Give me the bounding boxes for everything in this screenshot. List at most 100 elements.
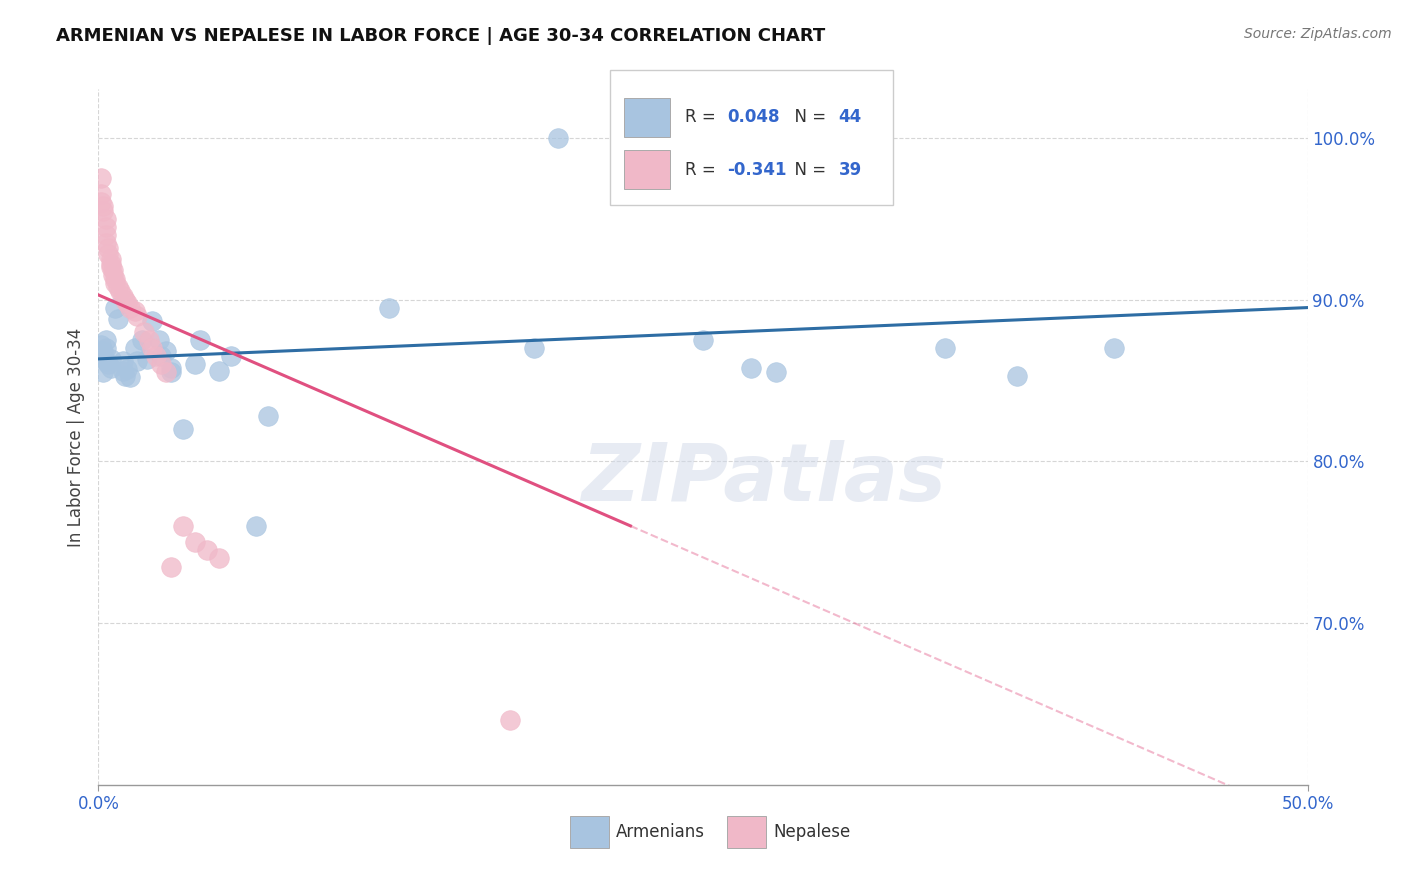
- Text: 39: 39: [838, 161, 862, 178]
- Point: [692, 333, 714, 347]
- Point: [100, 252, 122, 266]
- Point: [94, 219, 117, 234]
- Point: [135, 352, 157, 367]
- Point: [256, 409, 278, 423]
- Point: [104, 271, 127, 285]
- Text: Nepalese: Nepalese: [773, 823, 851, 841]
- Point: [1102, 341, 1125, 355]
- Point: [134, 325, 156, 339]
- Point: [91, 365, 114, 379]
- Point: [172, 422, 194, 436]
- Point: [124, 304, 146, 318]
- Point: [114, 368, 136, 383]
- Point: [208, 551, 231, 566]
- Point: [111, 289, 134, 303]
- FancyBboxPatch shape: [569, 816, 609, 847]
- Point: [104, 301, 127, 315]
- Point: [547, 130, 569, 145]
- Point: [97, 357, 120, 371]
- Point: [107, 312, 129, 326]
- Point: [141, 313, 163, 327]
- Point: [101, 268, 124, 283]
- Point: [94, 341, 117, 355]
- Point: [1007, 368, 1029, 383]
- Point: [160, 365, 183, 379]
- Point: [107, 279, 129, 293]
- Point: [91, 199, 114, 213]
- Point: [117, 295, 139, 310]
- Point: [377, 301, 399, 315]
- Point: [188, 333, 211, 347]
- Text: ZIPatlas: ZIPatlas: [581, 440, 946, 518]
- Text: N =: N =: [785, 109, 831, 127]
- Point: [184, 357, 207, 371]
- Point: [94, 354, 117, 368]
- Point: [150, 357, 173, 371]
- Point: [100, 257, 122, 271]
- Text: ARMENIAN VS NEPALESE IN LABOR FORCE | AGE 30-34 CORRELATION CHART: ARMENIAN VS NEPALESE IN LABOR FORCE | AG…: [56, 27, 825, 45]
- FancyBboxPatch shape: [610, 70, 893, 205]
- Point: [117, 362, 139, 376]
- Point: [118, 301, 141, 315]
- Point: [100, 260, 122, 275]
- Point: [90, 171, 112, 186]
- FancyBboxPatch shape: [624, 151, 671, 189]
- Point: [97, 241, 120, 255]
- Text: N =: N =: [785, 161, 831, 178]
- Point: [94, 333, 117, 347]
- Point: [104, 277, 127, 291]
- Point: [221, 349, 243, 363]
- Point: [765, 365, 787, 379]
- Point: [619, 130, 641, 145]
- Text: 0.048: 0.048: [727, 109, 780, 127]
- Point: [141, 341, 163, 355]
- Point: [124, 341, 146, 355]
- Point: [208, 364, 231, 378]
- Point: [90, 195, 112, 210]
- Text: R =: R =: [685, 161, 721, 178]
- Point: [934, 341, 956, 355]
- Point: [155, 344, 177, 359]
- Point: [94, 211, 117, 226]
- Point: [100, 352, 122, 367]
- Point: [138, 333, 160, 347]
- Point: [111, 354, 134, 368]
- Y-axis label: In Labor Force | Age 30-34: In Labor Force | Age 30-34: [66, 327, 84, 547]
- Text: Armenians: Armenians: [616, 823, 704, 841]
- Text: Source: ZipAtlas.com: Source: ZipAtlas.com: [1244, 27, 1392, 41]
- FancyBboxPatch shape: [727, 816, 766, 847]
- Point: [97, 247, 120, 261]
- Point: [160, 360, 183, 375]
- Point: [127, 354, 149, 368]
- Point: [160, 559, 183, 574]
- Point: [619, 130, 641, 145]
- Point: [108, 285, 131, 299]
- Point: [111, 364, 134, 378]
- Point: [184, 535, 207, 549]
- Text: 44: 44: [838, 109, 862, 127]
- Point: [498, 713, 520, 727]
- Text: -0.341: -0.341: [727, 161, 787, 178]
- Point: [148, 333, 170, 347]
- Point: [131, 333, 153, 347]
- Point: [114, 293, 136, 307]
- Point: [172, 519, 194, 533]
- Point: [740, 360, 762, 375]
- Point: [145, 349, 167, 363]
- Point: [91, 344, 114, 359]
- Point: [100, 360, 122, 375]
- Point: [91, 203, 114, 218]
- Text: R =: R =: [685, 109, 721, 127]
- Point: [150, 349, 173, 363]
- Point: [245, 519, 267, 533]
- Point: [90, 349, 112, 363]
- Point: [523, 341, 546, 355]
- Point: [90, 338, 112, 352]
- Point: [101, 263, 124, 277]
- Point: [90, 187, 112, 202]
- Point: [118, 370, 141, 384]
- Point: [195, 543, 218, 558]
- FancyBboxPatch shape: [624, 98, 671, 136]
- Point: [94, 235, 117, 250]
- Point: [127, 309, 149, 323]
